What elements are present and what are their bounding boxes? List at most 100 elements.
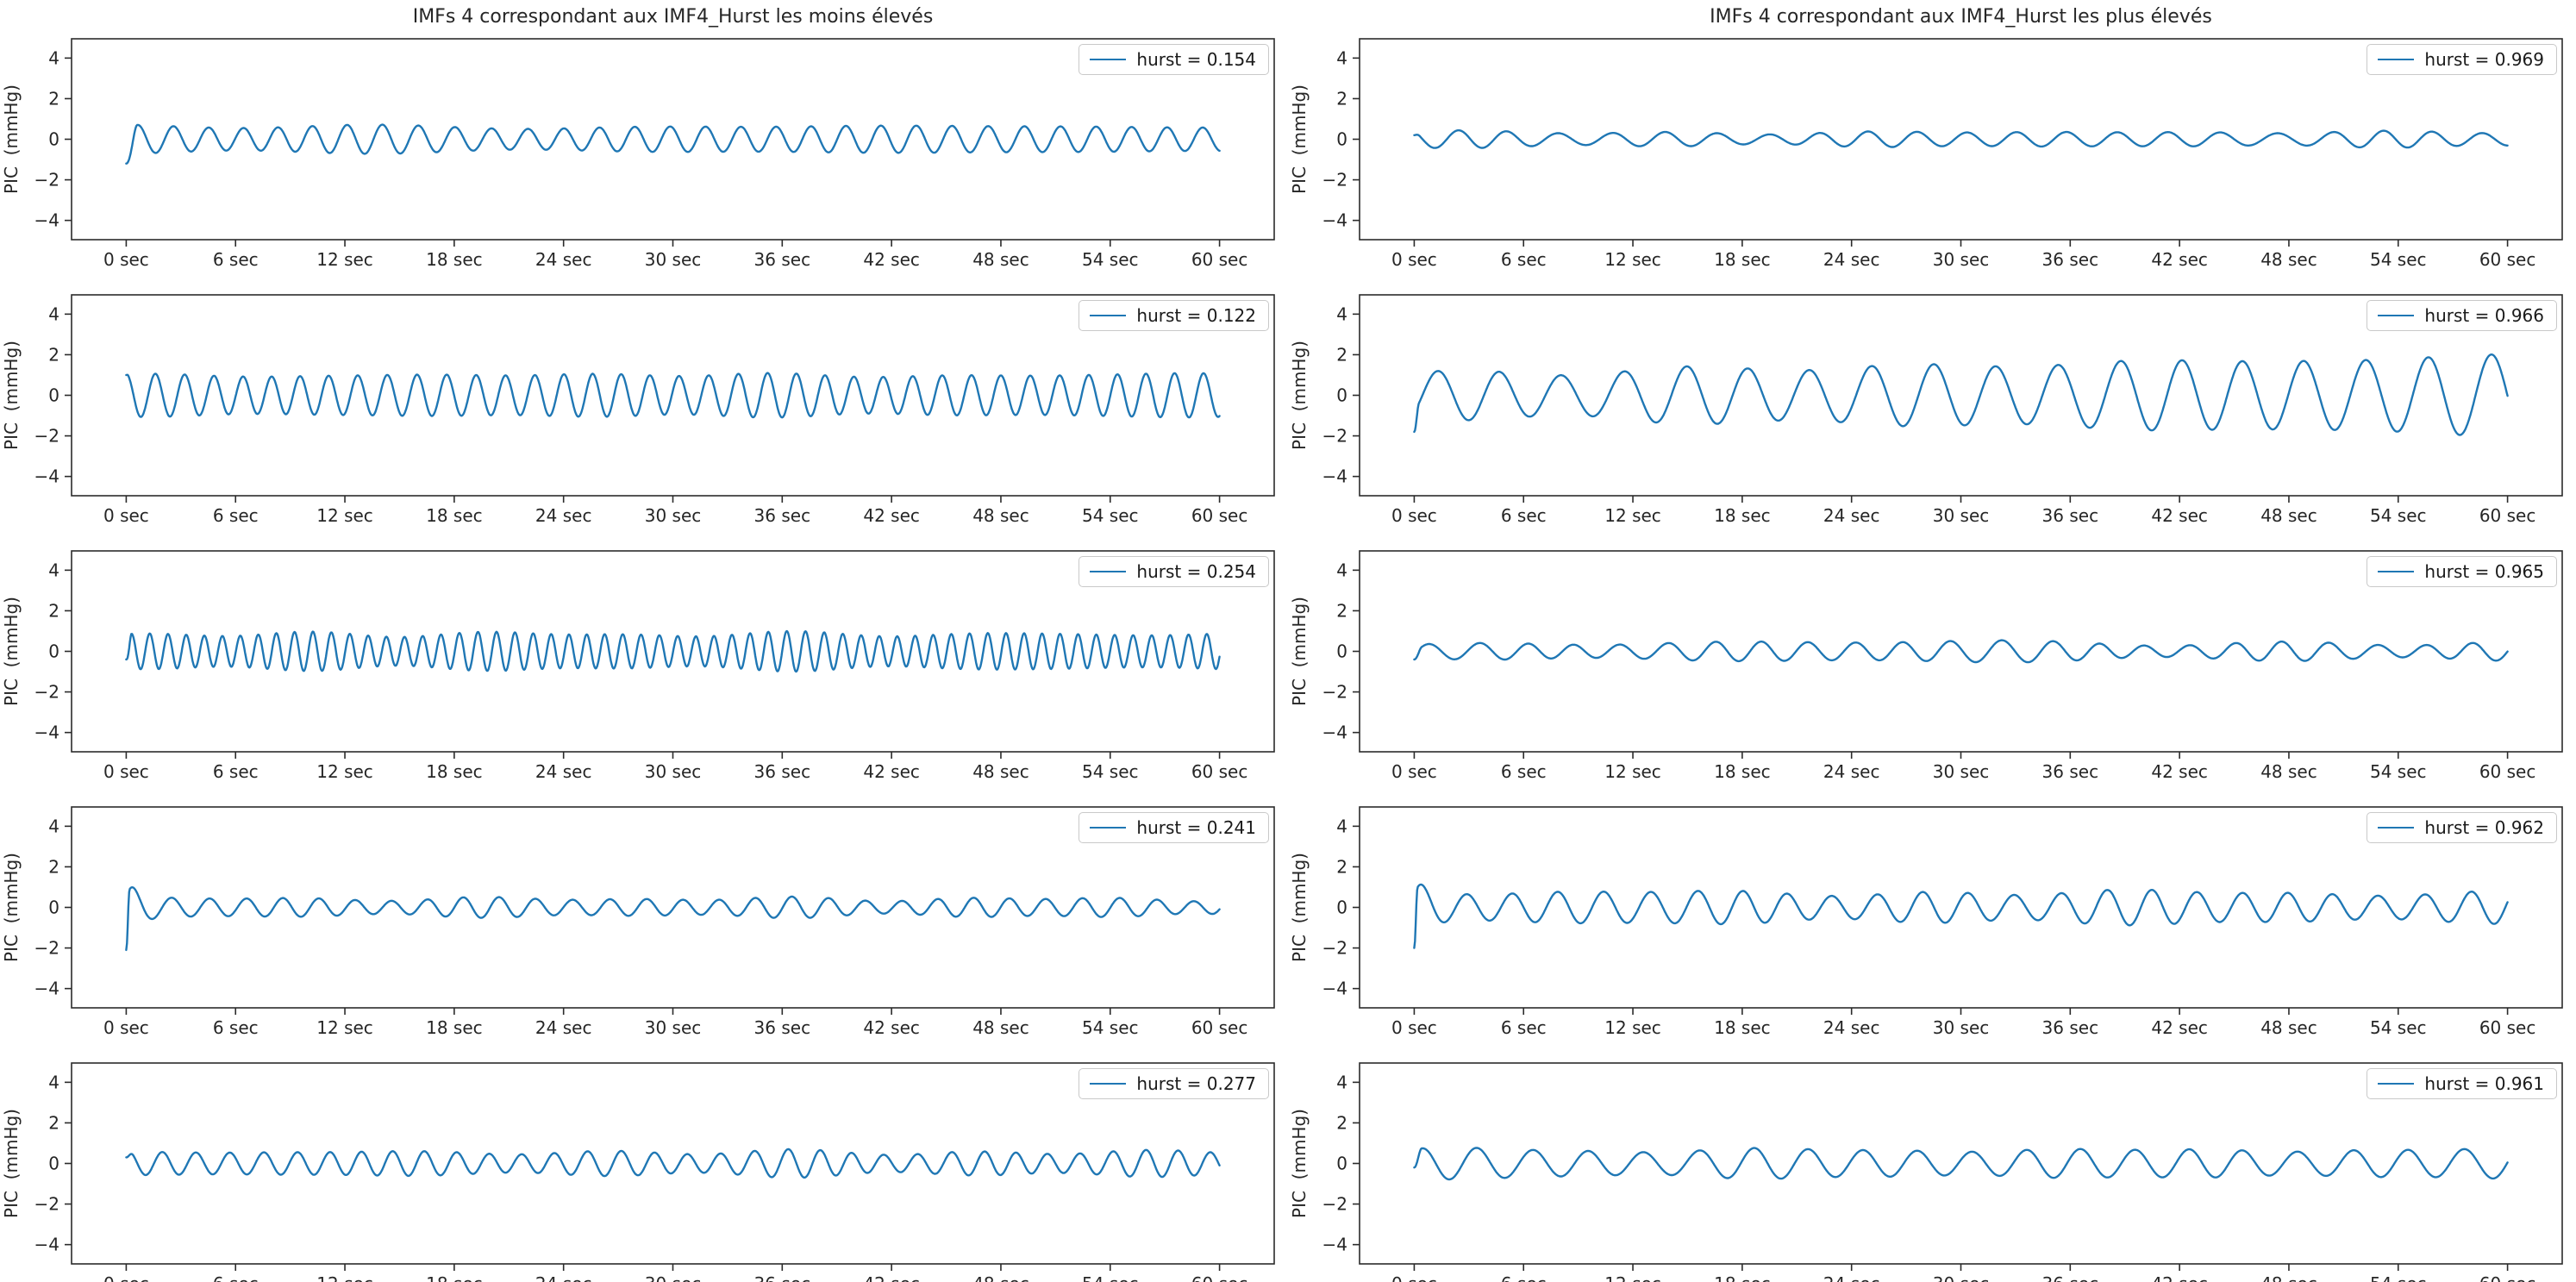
x-tick-label: 54 sec [2370,1017,2427,1038]
signal-trace [1413,128,2509,149]
column-title-right: IMFs 4 correspondant aux IMF4_Hurst les … [1710,6,2212,28]
x-tick-label: 6 sec [1501,761,1547,782]
subplot-row3-right: 0 sec 6 sec 12 sec 18 sec 24 sec 30 sec 36 sec… [1288,512,2576,782]
x-tick-label: 6 sec [1501,505,1547,526]
legend-label: hurst = 0.277 [1136,1073,1256,1094]
subplot-canvas: 0 sec 6 sec 12 sec 18 sec 24 sec 30 sec 36 sec… [1,806,1275,1038]
x-tick-label: 60 sec [2479,1017,2536,1038]
y-tick-label: −2 [34,938,59,959]
legend-label: hurst = 0.969 [2424,49,2544,70]
x-tick-label: 54 sec [1082,249,1139,270]
x-tick-label: 30 sec [1933,761,1990,782]
x-tick-label: 12 sec [316,1273,373,1282]
legend-line-sample [2378,827,2415,829]
x-tick-label: 18 sec [426,505,483,526]
legend: hurst = 0.122 [1079,300,1269,331]
legend-label: hurst = 0.961 [2424,1073,2544,1094]
x-tick-label: 18 sec [426,249,483,270]
x-tick-label: 24 sec [1823,249,1880,270]
x-tick-label: 48 sec [2260,1273,2317,1282]
subplot-canvas: IMFs 4 correspondant aux IMF4_Hurst les … [1,6,1275,270]
x-tick-label: 24 sec [1823,1273,1880,1282]
y-tick-label: 4 [1336,816,1347,836]
x-tick-label: 36 sec [754,249,811,270]
x-tick-label: 24 sec [1823,761,1880,782]
signal-trace [125,372,1221,419]
y-tick-label: 2 [1336,856,1347,877]
x-tick-label: 12 sec [316,1017,373,1038]
x-tick-label: 24 sec [535,249,592,270]
y-tick-label: 4 [48,1072,59,1092]
x-tick-label: 42 sec [863,761,920,782]
y-tick-label: 0 [48,641,59,662]
legend: hurst = 0.961 [2367,1068,2557,1099]
x-tick-label: 42 sec [2151,1273,2208,1282]
y-tick-label: −4 [34,210,59,231]
y-tick-label: 2 [1336,88,1347,109]
x-tick-label: 6 sec [1501,1273,1547,1282]
x-tick-label: 48 sec [2260,761,2317,782]
y-tick-label: −2 [34,170,59,191]
subplot-canvas: 0 sec 6 sec 12 sec 18 sec 24 sec 30 sec 36 sec… [1289,294,2563,526]
x-tick-label: 42 sec [863,1273,920,1282]
x-tick-label: 18 sec [426,761,483,782]
x-tick-label: 18 sec [426,1017,483,1038]
legend-line-sample [2378,1083,2415,1085]
y-tick-label: 4 [1336,47,1347,68]
x-tick-label: 60 sec [1191,249,1248,270]
y-tick-label: −2 [34,426,59,447]
x-tick-label: 36 sec [754,761,811,782]
x-tick-label: 12 sec [316,505,373,526]
x-tick-label: 36 sec [2042,1017,2099,1038]
legend-label: hurst = 0.241 [1136,817,1256,838]
y-tick-label: −2 [1322,1194,1347,1215]
y-tick-label: 0 [1336,129,1347,150]
y-axis-label: PIC (mmHg) [1289,341,1310,450]
x-tick-label: 0 sec [1391,1273,1437,1282]
y-axis-label: PIC (mmHg) [1,853,22,962]
y-tick-label: 0 [1336,1154,1347,1174]
x-tick-label: 6 sec [213,505,259,526]
column-title-left: IMFs 4 correspondant aux IMF4_Hurst les … [413,6,934,28]
x-tick-label: 48 sec [2260,505,2317,526]
x-tick-label: 12 sec [316,249,373,270]
x-tick-label: 24 sec [535,505,592,526]
x-tick-label: 0 sec [1391,761,1437,782]
x-tick-label: 42 sec [863,505,920,526]
x-tick-label: 54 sec [1082,761,1139,782]
x-tick-label: 0 sec [103,761,149,782]
y-axis-label: PIC (mmHg) [1289,84,1310,194]
x-tick-label: 42 sec [2151,505,2208,526]
x-tick-label: 54 sec [1082,1273,1139,1282]
y-tick-label: 2 [48,88,59,109]
signal-trace [1413,883,2509,949]
x-tick-label: 18 sec [1714,1017,1771,1038]
legend-line-sample [2378,315,2415,316]
x-tick-label: 30 sec [645,249,702,270]
legend-label: hurst = 0.965 [2424,561,2544,582]
x-tick-label: 6 sec [213,761,259,782]
y-tick-label: 4 [48,47,59,68]
x-tick-label: 48 sec [972,1273,1029,1282]
x-tick-label: 12 sec [316,761,373,782]
x-tick-label: 54 sec [1082,505,1139,526]
y-tick-label: 4 [1336,1072,1347,1092]
y-tick-label: 0 [1336,641,1347,662]
x-tick-label: 30 sec [1933,249,1990,270]
signal-trace [1413,353,2509,436]
x-tick-label: 0 sec [103,249,149,270]
x-tick-label: 30 sec [645,505,702,526]
x-tick-label: 0 sec [1391,249,1437,270]
x-tick-label: 36 sec [754,1017,811,1038]
x-tick-label: 48 sec [972,249,1029,270]
y-tick-label: 2 [1336,344,1347,365]
x-tick-label: 48 sec [2260,249,2317,270]
legend-line-sample [1090,571,1127,572]
signal-trace [125,629,1221,673]
y-tick-label: −2 [34,1194,59,1215]
legend: hurst = 0.962 [2367,812,2557,843]
x-tick-label: 36 sec [754,1273,811,1282]
x-tick-label: 24 sec [535,761,592,782]
x-tick-label: 6 sec [1501,1017,1547,1038]
